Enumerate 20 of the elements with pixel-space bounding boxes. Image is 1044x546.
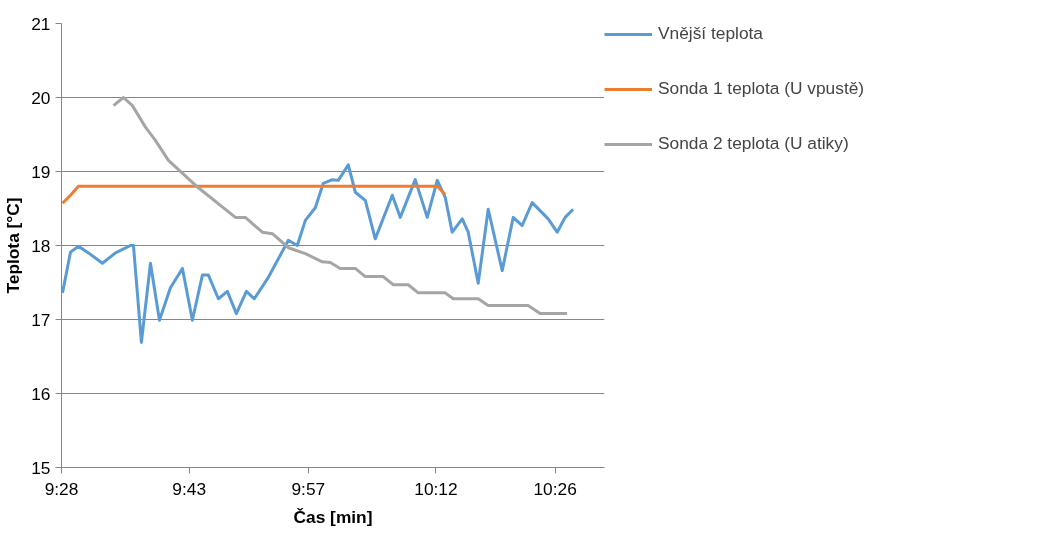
line-series <box>61 163 575 344</box>
line-series <box>111 96 569 316</box>
x-tick-label: 9:28 <box>44 478 79 499</box>
y-axis-title: Teplota [°C] <box>3 197 24 294</box>
y-tick-label: 16 <box>31 383 51 404</box>
x-tick-label: 9:57 <box>291 478 326 499</box>
line-series <box>61 184 447 205</box>
y-tick-label: 20 <box>31 87 51 108</box>
y-tick-label: 19 <box>31 161 51 182</box>
legend-label: Vnější teplota <box>658 23 764 44</box>
legend-label: Sonda 1 teplota (U vpustě) <box>658 78 865 99</box>
x-axis-title: Čas [min] <box>293 506 373 527</box>
y-tick-label: 15 <box>31 457 51 478</box>
x-tick-label: 10:12 <box>414 478 458 499</box>
y-tick-label: 21 <box>31 13 51 34</box>
y-tick-label: 17 <box>31 309 51 330</box>
x-tick-label: 9:43 <box>172 478 207 499</box>
legend-label: Sonda 2 teplota (U atiky) <box>658 133 849 154</box>
y-tick-label: 18 <box>31 235 51 256</box>
x-tick-label: 10:26 <box>533 478 577 499</box>
